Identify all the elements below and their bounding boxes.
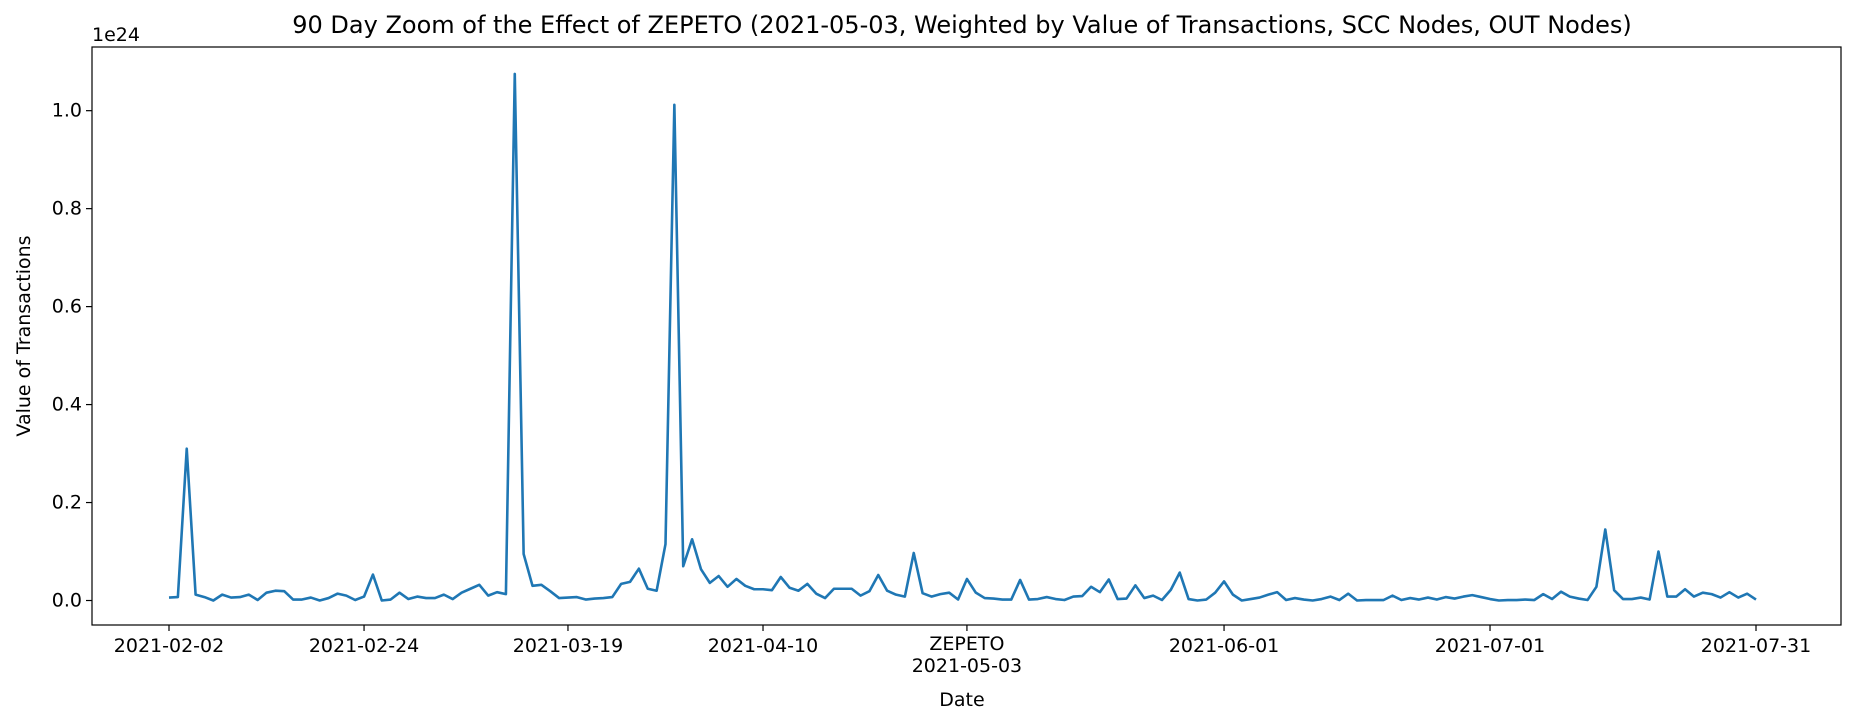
- x-tick-label: 2021-06-01: [1169, 635, 1279, 657]
- y-tick-label: 0.6: [52, 296, 82, 318]
- x-tick-label: 2021-03-19: [513, 635, 623, 657]
- y-tick-label: 0.4: [52, 394, 82, 416]
- series-line: [168, 72, 1757, 602]
- x-tick-label: 2021-07-01: [1435, 635, 1545, 657]
- y-offset-label: 1e24: [92, 24, 140, 46]
- y-tick-label: 0.8: [52, 198, 82, 220]
- x-tick-event-label: ZEPETO: [929, 633, 1004, 655]
- x-tick-label: 2021-02-24: [309, 635, 419, 657]
- y-axis: 0.0 0.2 0.4 0.6 0.8 1.0: [52, 100, 92, 612]
- x-axis: 2021-02-02 2021-02-24 2021-03-19 2021-04-10…: [114, 625, 1811, 677]
- y-tick-label: 1.0: [52, 100, 82, 122]
- plot-frame: [91, 46, 1842, 626]
- x-tick-label: 2021-04-10: [708, 635, 818, 657]
- series-layer: [168, 72, 1757, 602]
- x-axis-label: Date: [939, 689, 984, 711]
- y-tick-label: 0.2: [52, 492, 82, 514]
- chart-title: 90 Day Zoom of the Effect of ZEPETO (202…: [292, 11, 1631, 39]
- y-tick-label: 0.0: [52, 590, 82, 612]
- y-axis-label: Value of Transactions: [13, 235, 35, 436]
- x-tick-label: 2021-05-03: [912, 655, 1022, 677]
- x-tick-label: 2021-02-02: [114, 635, 224, 657]
- x-tick-label: 2021-07-31: [1701, 635, 1811, 657]
